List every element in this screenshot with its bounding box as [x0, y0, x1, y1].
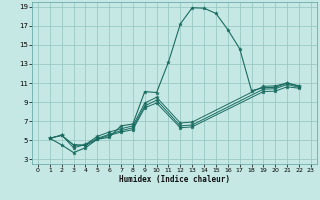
X-axis label: Humidex (Indice chaleur): Humidex (Indice chaleur) — [119, 175, 230, 184]
